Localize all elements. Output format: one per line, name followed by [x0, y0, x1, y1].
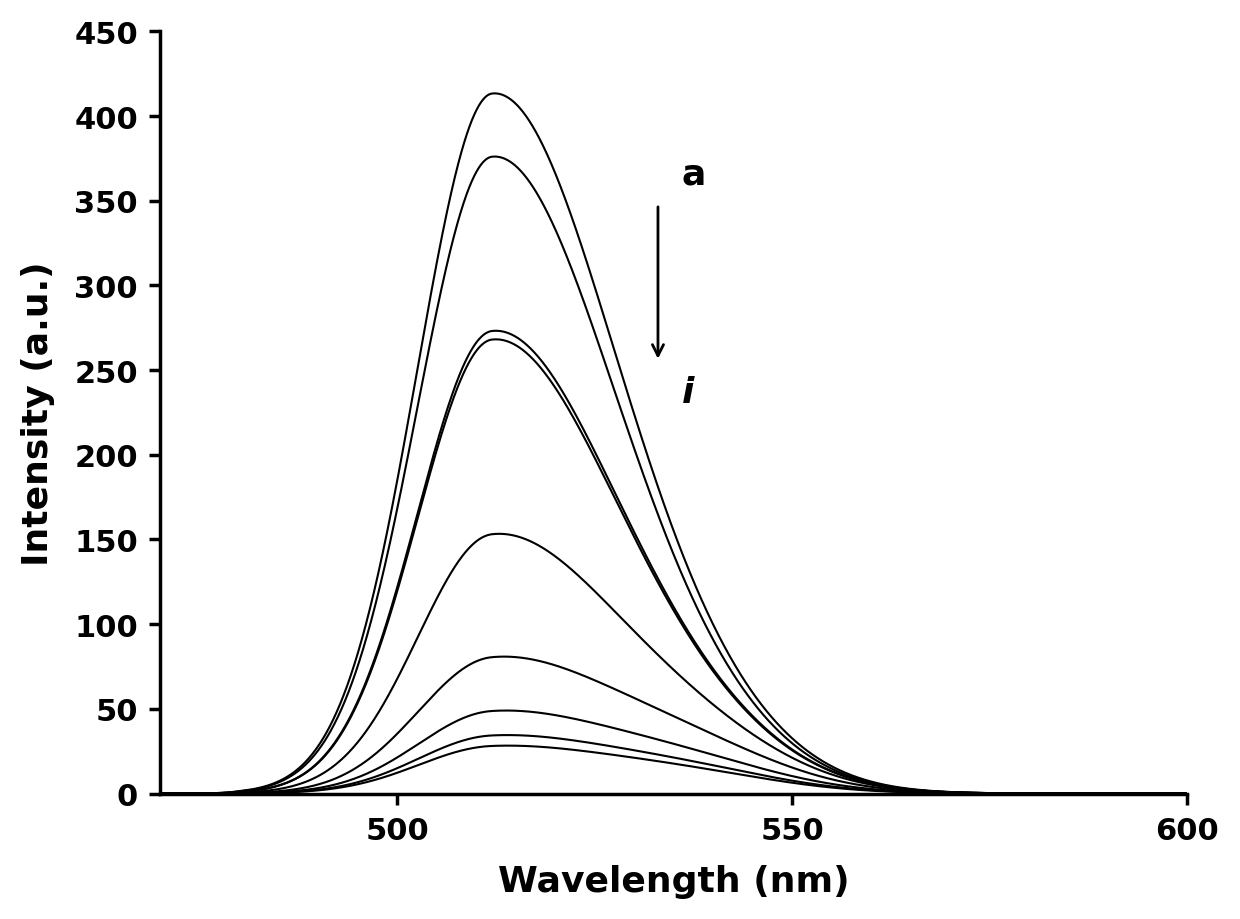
Y-axis label: Intensity (a.u.): Intensity (a.u.)	[21, 261, 55, 565]
X-axis label: Wavelength (nm): Wavelength (nm)	[498, 864, 849, 898]
Text: i: i	[682, 376, 694, 410]
Text: a: a	[682, 157, 706, 191]
